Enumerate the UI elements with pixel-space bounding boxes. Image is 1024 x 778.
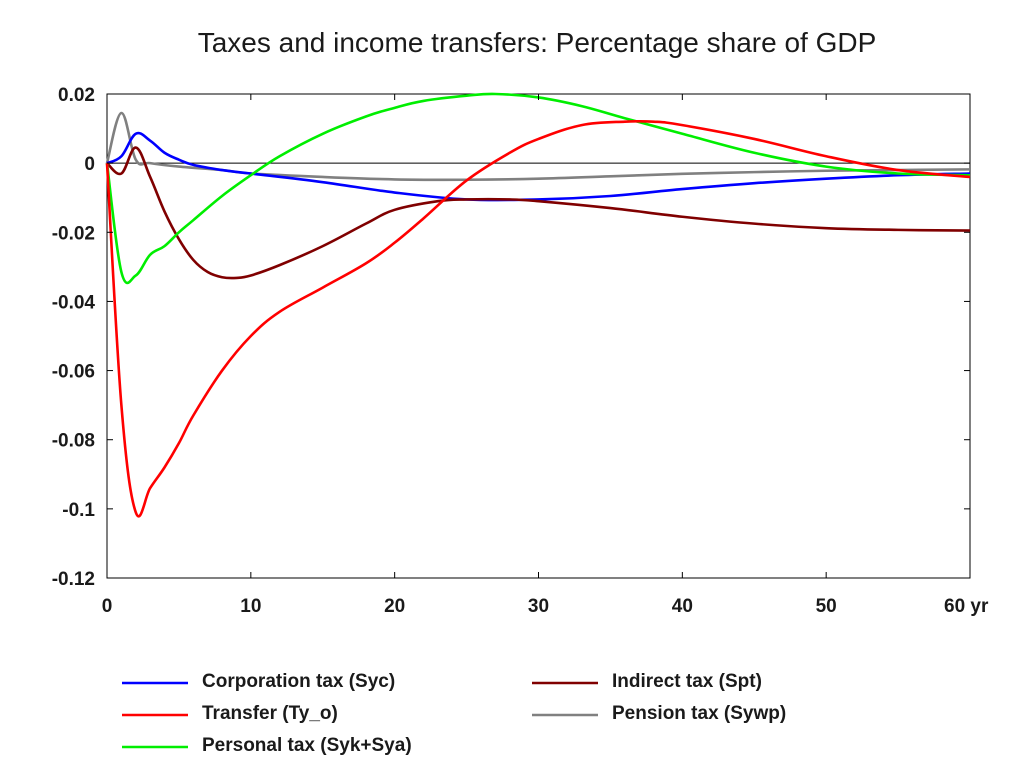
legend-item: Transfer (Ty_o) <box>122 703 338 724</box>
y-tick-label: -0.1 <box>62 500 95 521</box>
legend-label: Corporation tax (Syc) <box>202 671 395 692</box>
legend: Corporation tax (Syc) Transfer (Ty_o) Pers… <box>122 671 786 756</box>
y-tick-label: -0.02 <box>52 223 95 244</box>
series-line-3 <box>106 146 971 280</box>
y-tick-label: 0 <box>84 154 95 175</box>
x-axis: 0 10 20 30 40 50 60 yr <box>102 94 989 617</box>
x-tick-label: 50 <box>816 596 837 617</box>
series-line-0 <box>106 131 971 202</box>
y-tick-label: -0.12 <box>52 569 95 590</box>
y-tick-label: -0.06 <box>52 362 95 383</box>
y-tick-label: -0.04 <box>52 292 96 313</box>
legend-label: Indirect tax (Spt) <box>612 671 762 692</box>
y-axis: 0.02 0 -0.02 -0.04 -0.06 -0.08 -0.1 -0.12 <box>52 85 970 590</box>
legend-item: Pension tax (Sywp) <box>532 703 786 724</box>
series-line-4 <box>105 111 971 182</box>
legend-label: Transfer (Ty_o) <box>202 703 338 724</box>
series-line-1 <box>105 119 971 518</box>
series-group <box>105 92 971 518</box>
series-line-2 <box>105 92 971 285</box>
x-tick-label: 10 <box>240 596 261 617</box>
plot-frame <box>106 93 971 579</box>
x-tick-label: 40 <box>672 596 693 617</box>
x-tick-label: 60 yr <box>944 596 989 617</box>
chart-title: Taxes and income transfers: Percentage s… <box>198 27 877 58</box>
x-tick-label: 0 <box>102 596 113 617</box>
legend-label: Personal tax (Syk+Sya) <box>202 735 412 756</box>
y-tick-label: 0.02 <box>58 85 95 106</box>
x-tick-label: 20 <box>384 596 405 617</box>
legend-item: Corporation tax (Syc) <box>122 671 395 692</box>
legend-item: Personal tax (Syk+Sya) <box>122 735 412 756</box>
plot-area-border <box>106 93 971 579</box>
legend-item: Indirect tax (Spt) <box>532 671 762 692</box>
x-tick-label: 30 <box>528 596 549 617</box>
y-tick-label: -0.08 <box>52 431 95 452</box>
legend-label: Pension tax (Sywp) <box>612 703 786 724</box>
